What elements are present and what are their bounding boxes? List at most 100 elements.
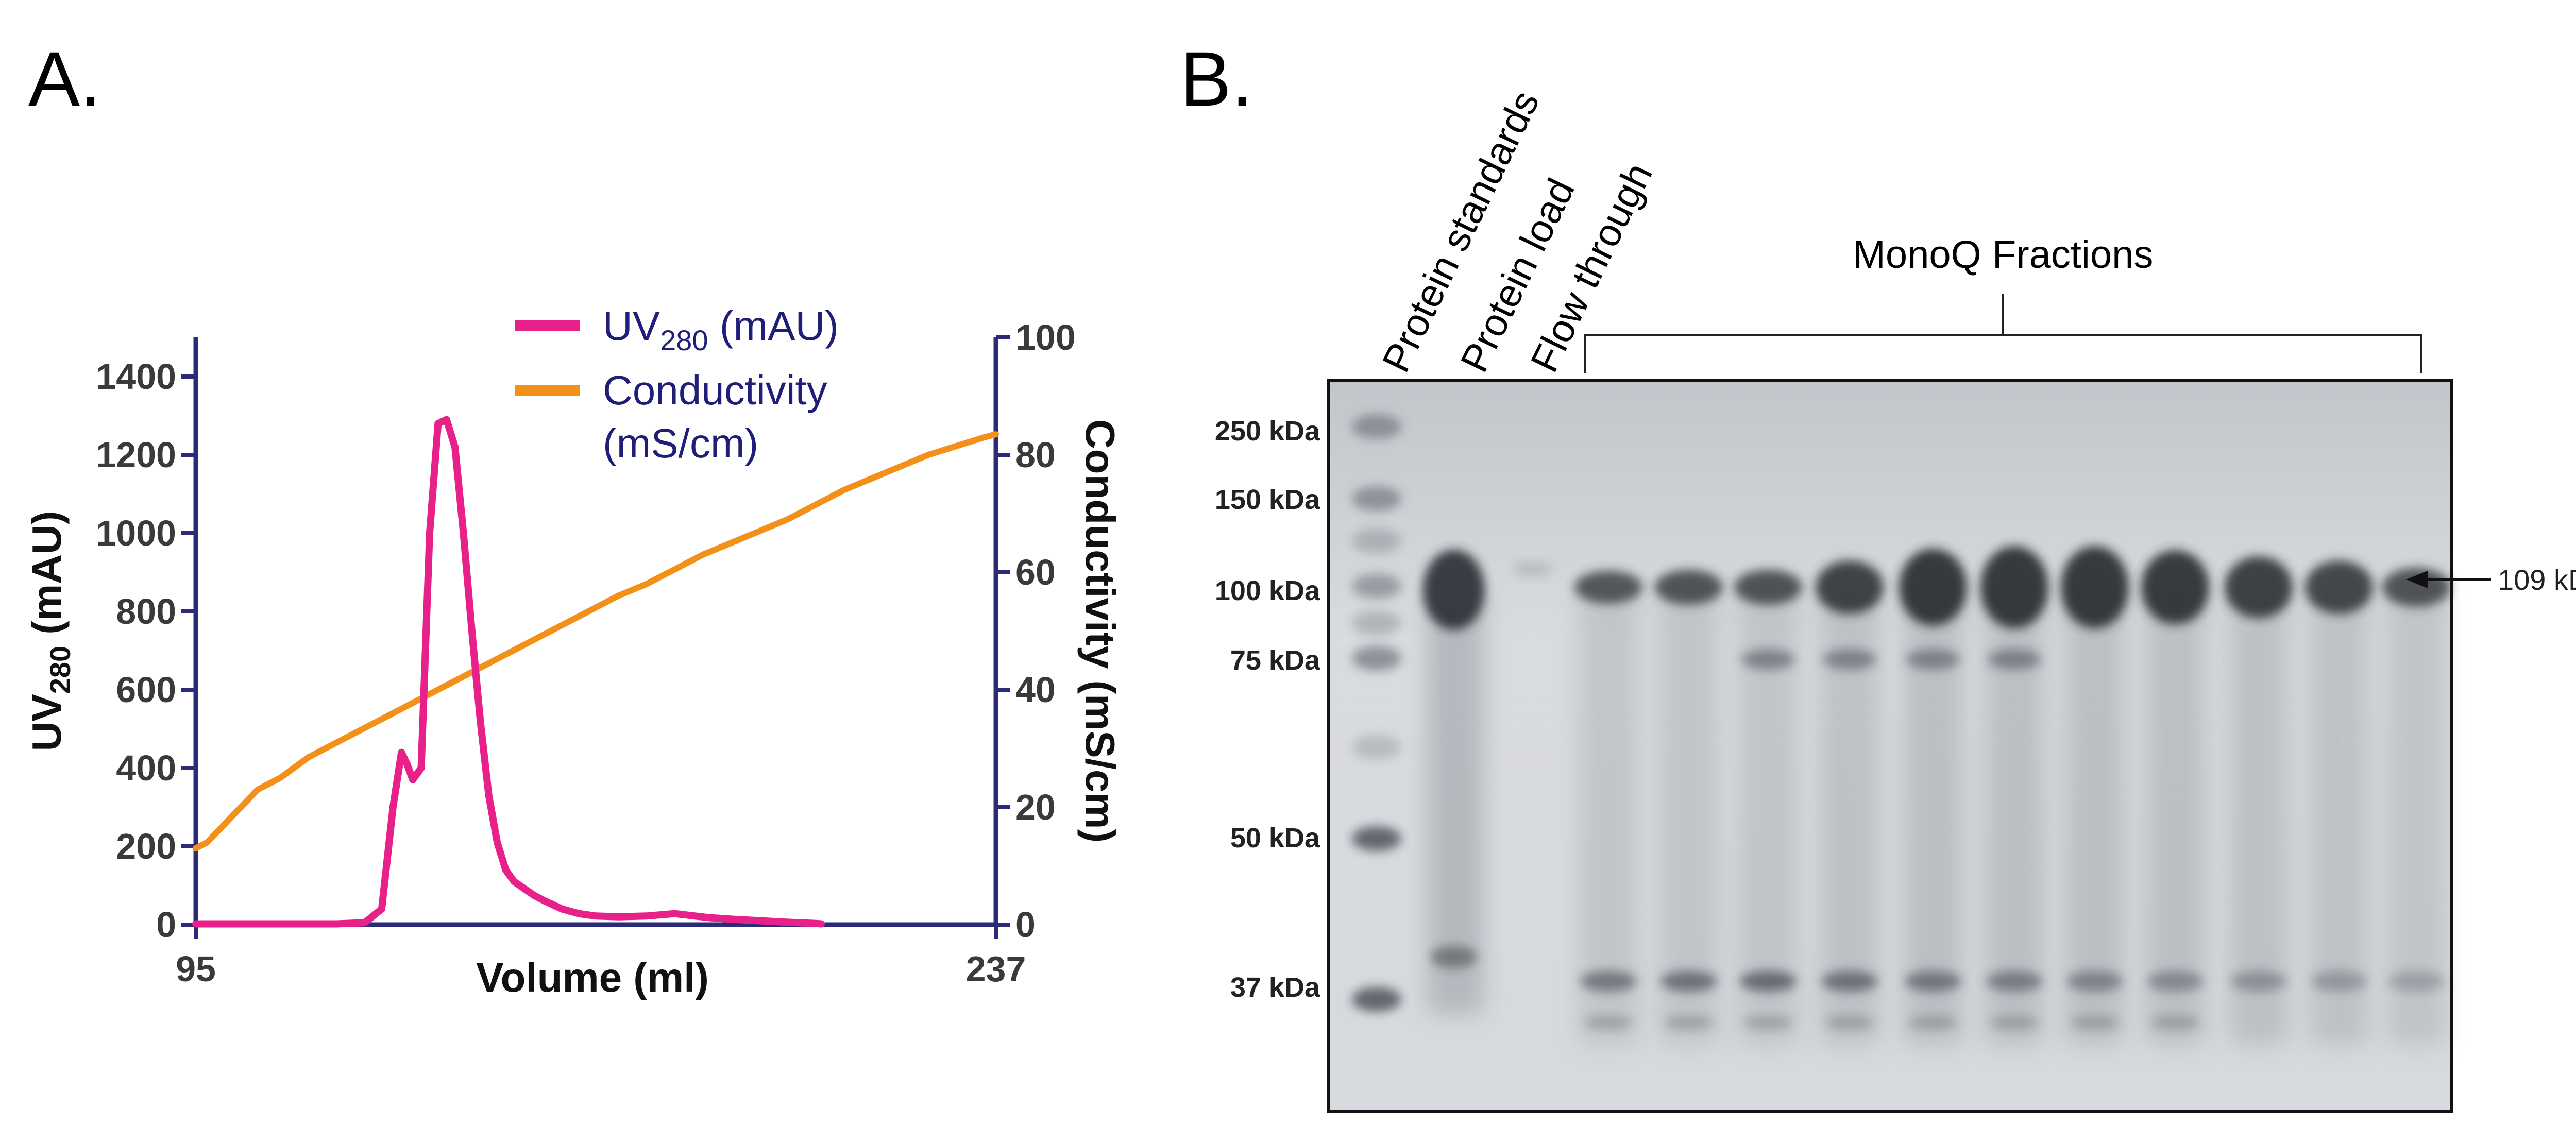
fraction-low-band-1 [1664, 1016, 1714, 1029]
ladder-band-5 [1352, 987, 1401, 1012]
fractions-bracket [1584, 294, 2422, 373]
fraction-low-band-4 [1908, 1016, 1958, 1029]
ladder-band-6 [1352, 529, 1401, 553]
left-tick-label-2: 400 [116, 748, 176, 788]
fraction-smear-4 [1903, 592, 1963, 1046]
fraction-main-band-3 [1816, 560, 1884, 614]
left-axis-title-base: UV [24, 694, 70, 751]
flowthrough-band [1512, 562, 1553, 576]
fraction-37-band-5 [1986, 971, 2043, 992]
ladder-band-7 [1352, 611, 1401, 636]
left-tick-label-5: 1000 [96, 513, 176, 553]
left-axis-title-rest: (mAU) [24, 511, 70, 646]
legend-uv-rest: (mAU) [708, 303, 839, 349]
fraction-main-band-0 [1574, 571, 1642, 604]
fraction-smear-8 [2229, 592, 2289, 1046]
fraction-37-band-7 [2147, 971, 2204, 992]
legend-uv-base: UV [603, 303, 660, 349]
mw-label-250: 250 kDa [1215, 416, 1320, 447]
conductivity-series-line [193, 431, 999, 851]
fraction-37-band-3 [1821, 971, 1878, 992]
fraction-37-band-6 [2066, 971, 2123, 992]
right-tick-label-2: 40 [1015, 670, 1056, 710]
mw-label-75: 75 kDa [1230, 645, 1320, 676]
load-lane-smear [1427, 592, 1484, 1015]
left-axis-title: UV280 (mAU) [24, 511, 76, 752]
gel-image [1327, 379, 2453, 1113]
fraction-main-band-6 [2061, 546, 2129, 628]
legend-label-conductivity: Conductivity [603, 367, 827, 413]
fraction-smear-5 [1985, 592, 2044, 1046]
legend-label-uv: UV280 (mAU) [603, 303, 839, 356]
left-tick-label-1: 200 [116, 826, 176, 866]
fraction-main-band-10 [2382, 568, 2450, 607]
chart-legend: UV280 (mAU) Conductivity (mS/cm) [515, 303, 839, 466]
chromatogram-chart: 0 200 400 600 800 1000 1200 1400 0 20 40 60 80 100 9… [24, 303, 1123, 1000]
fraction-smear-10 [2386, 592, 2446, 1046]
fraction-37-band-10 [2388, 971, 2445, 992]
right-axis-title: Conductivity (mS/cm) [1077, 419, 1123, 843]
fraction-75-band-2 [1741, 649, 1795, 670]
x-tick-label-0: 95 [176, 949, 216, 989]
fraction-low-band-5 [1990, 1016, 2039, 1029]
fraction-37-band-0 [1580, 971, 1637, 992]
right-axis-ticks: 0 20 40 60 80 100 [996, 317, 1076, 945]
legend-label-conductivity-unit: (mS/cm) [603, 420, 758, 466]
ladder-band-2 [1352, 574, 1401, 599]
fraction-main-band-1 [1655, 570, 1723, 605]
ladder-band-4 [1352, 826, 1401, 851]
left-tick-label-6: 1200 [96, 435, 176, 475]
left-tick-label-4: 800 [116, 591, 176, 632]
fraction-37-band-9 [2311, 971, 2367, 992]
left-axis-title-sub: 280 [44, 646, 76, 694]
fraction-smear-2 [1738, 592, 1798, 1046]
fraction-main-band-8 [2225, 556, 2293, 618]
fraction-smear-3 [1820, 592, 1879, 1046]
fraction-main-band-5 [1980, 546, 2048, 628]
ladder-band-0 [1352, 414, 1401, 439]
ladder-band-1 [1352, 486, 1401, 511]
band-arrow [2406, 571, 2491, 588]
ladder-band-8 [1352, 735, 1401, 759]
legend-uv-sub: 280 [660, 324, 708, 356]
fraction-main-band-2 [1734, 570, 1802, 605]
fraction-smear-7 [2145, 592, 2205, 1046]
x-axis-title: Volume (ml) [476, 954, 709, 1000]
right-tick-label-5: 100 [1015, 317, 1076, 357]
fraction-main-band-9 [2305, 560, 2373, 614]
fraction-smear-9 [2309, 592, 2369, 1046]
left-tick-label-0: 0 [156, 905, 176, 945]
mw-label-50: 50 kDa [1230, 823, 1320, 854]
left-axis-ticks: 0 200 400 600 800 1000 1200 1400 [96, 356, 196, 945]
x-axis-ticks: 95 237 [176, 925, 1026, 989]
mw-label-100: 100 kDa [1215, 575, 1320, 606]
fraction-smear-6 [2065, 592, 2125, 1046]
fractions-label: MonoQ Fractions [1853, 233, 2154, 277]
fraction-low-band-0 [1584, 1016, 1633, 1029]
right-tick-label-0: 0 [1015, 905, 1036, 945]
load-low-band [1431, 946, 1477, 968]
fraction-main-band-4 [1899, 549, 1967, 626]
right-tick-label-1: 20 [1015, 787, 1056, 827]
fraction-smear-0 [1579, 592, 1638, 1046]
left-tick-label-7: 1400 [96, 356, 176, 397]
molecular-weight-labels: 250 kDa 150 kDa 100 kDa 75 kDa 50 kDa 37… [1215, 416, 1320, 1003]
fraction-smear-1 [1659, 592, 1719, 1046]
fraction-low-band-7 [2150, 1016, 2200, 1029]
fraction-37-band-2 [1740, 971, 1797, 992]
band-size-label: 109 kDa [2498, 564, 2576, 596]
panel-b-label: B. [1180, 36, 1253, 122]
fraction-37-band-1 [1660, 971, 1717, 992]
fraction-main-band-7 [2141, 550, 2209, 624]
fraction-75-band-4 [1906, 649, 1960, 670]
right-tick-label-3: 60 [1015, 552, 1056, 592]
fraction-75-band-3 [1823, 649, 1876, 670]
mw-label-37: 37 kDa [1230, 972, 1320, 1003]
ladder-band-3 [1352, 646, 1401, 671]
uv280-series-line [192, 416, 825, 928]
fraction-37-band-4 [1905, 971, 1961, 992]
x-tick-label-1: 237 [966, 949, 1026, 989]
left-tick-label-3: 600 [116, 670, 176, 710]
fraction-low-band-6 [2070, 1016, 2120, 1029]
